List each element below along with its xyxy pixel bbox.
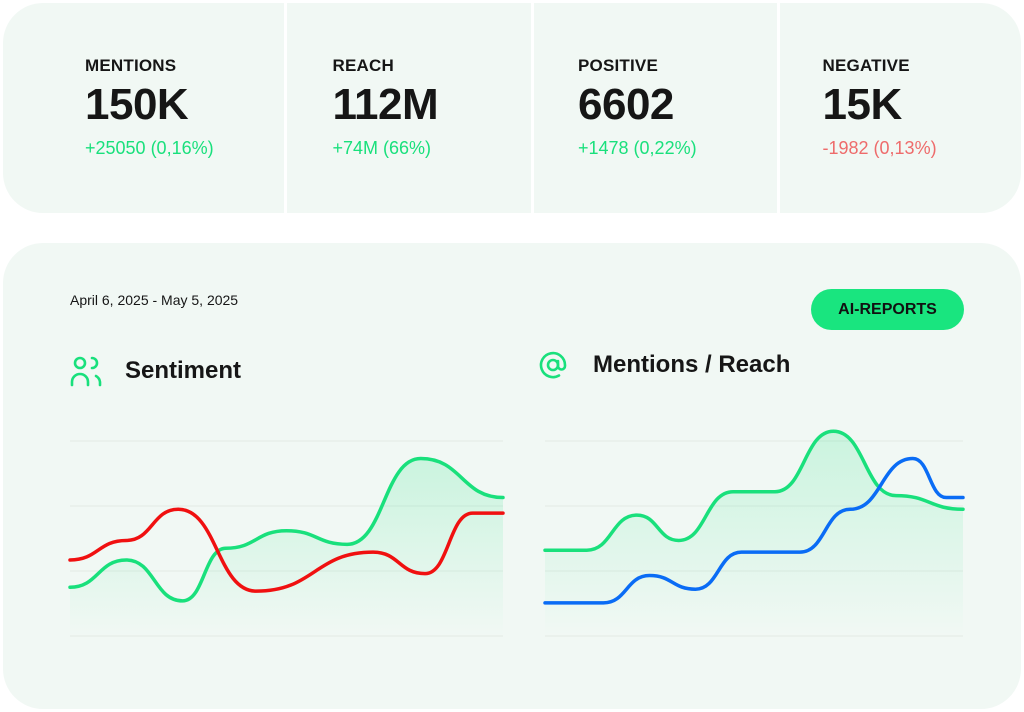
stat-value: 112M bbox=[332, 80, 439, 129]
stat-value: 150K bbox=[85, 80, 189, 129]
stat-label: POSITIVE bbox=[578, 56, 659, 75]
stat-mentions: MENTIONS 150K +25050 (0,16%) bbox=[3, 3, 284, 213]
series-area bbox=[545, 431, 963, 636]
series-line-1 bbox=[68, 507, 505, 593]
series-line-0 bbox=[68, 456, 505, 603]
stat-label: NEGATIVE bbox=[822, 56, 910, 75]
ai-reports-button[interactable]: AI-REPORTS bbox=[811, 289, 964, 330]
users-icon bbox=[70, 356, 102, 387]
date-range[interactable]: April 6, 2025 - May 5, 2025 bbox=[70, 292, 239, 308]
stat-change: +74M (66%) bbox=[332, 138, 432, 158]
sentiment-title-text: Sentiment bbox=[125, 357, 242, 384]
stat-change: +25050 (0,16%) bbox=[85, 138, 214, 158]
stat-positive: POSITIVE 6602 +1478 (0,22%) bbox=[534, 3, 777, 213]
series-line-1 bbox=[543, 456, 965, 605]
stat-change: +1478 (0,22%) bbox=[578, 138, 697, 158]
mentions-reach-title-text: Mentions / Reach bbox=[593, 351, 791, 378]
series-line-0 bbox=[543, 429, 965, 552]
stats-row: MENTIONS 150K +25050 (0,16%) REACH 112M … bbox=[3, 3, 1021, 213]
mentions-reach-title: Mentions / Reach bbox=[539, 351, 790, 379]
at-icon bbox=[539, 351, 567, 379]
stat-value: 6602 bbox=[578, 80, 674, 129]
stat-label: MENTIONS bbox=[85, 56, 177, 75]
series-area bbox=[70, 458, 503, 636]
stat-reach: REACH 112M +74M (66%) bbox=[286, 3, 531, 213]
stat-change: -1982 (0,13%) bbox=[822, 138, 937, 158]
stat-value: 15K bbox=[822, 80, 903, 129]
stat-negative: NEGATIVE 15K -1982 (0,13%) bbox=[779, 3, 1021, 213]
stat-label: REACH bbox=[332, 56, 394, 75]
sentiment-title: Sentiment bbox=[70, 355, 241, 387]
